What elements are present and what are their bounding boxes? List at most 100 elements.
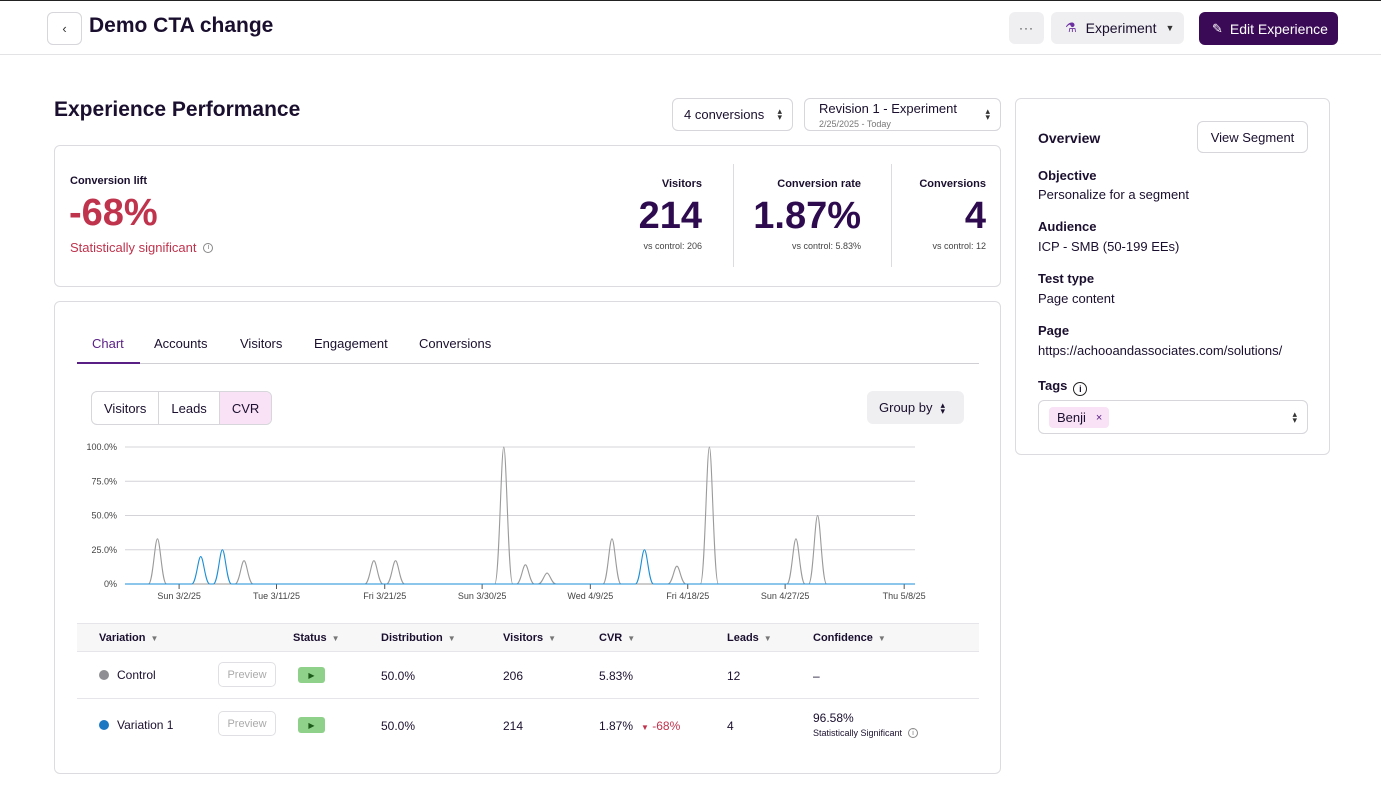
x-tick-label: Sun 3/30/25 [458,591,507,601]
variation-series-line [125,549,915,585]
confidence-value: – [813,669,820,683]
preview-button[interactable]: Preview [218,662,276,687]
conversions-select[interactable]: 4 conversions ▴ ▾ [672,98,793,131]
x-tick-label: Fri 4/18/25 [666,591,709,601]
cvr-chart: 100.0% 75.0% 50.0% 25.0% 0% Sun 3/2/25 Tue 3/… [86,442,926,601]
preview-button[interactable]: Preview [218,711,276,736]
visitors-label: Visitors [661,178,702,190]
x-tick-label: Fri 3/21/25 [363,591,406,601]
y-tick-label: 25.0% [91,545,117,555]
view-segment-button[interactable]: View Segment [1197,121,1308,153]
column-label: Visitors [503,632,544,644]
more-options-button[interactable]: ··· [1009,12,1044,44]
conversion-rate-sub: vs control: 5.83% [791,241,861,251]
confidence-note: Statistically Significant i [813,728,919,738]
conversion-lift-label: Conversion lift [70,175,148,187]
tab-engagement[interactable]: Engagement [314,336,388,351]
pencil-icon: ✎ [1212,20,1223,36]
distribution-value: 50.0% [381,669,416,683]
x-tick-label: Sun 3/2/25 [157,591,201,601]
visitors-value: 214 [638,195,702,237]
toggle-visitors[interactable]: Visitors [92,392,160,424]
tab-accounts[interactable]: Accounts [154,336,208,351]
mode-label: Experiment [1085,20,1157,36]
conversion-rate-metric: Conversion rate 1.87% vs control: 5.83% [753,164,861,251]
conversion-lift-value: -68% [69,192,158,234]
column-status[interactable]: Status ▼ [293,632,340,644]
up-down-icon: ▴ ▾ [777,106,782,122]
revision-select[interactable]: Revision 1 - Experiment 2/25/2025 - Toda… [804,98,1001,131]
conversions-label: Conversions [919,178,986,190]
tags-select[interactable]: Benji × ▴ ▾ [1038,400,1308,434]
chevron-down-icon: ▼ [1165,23,1175,33]
cvr-value: 1.87% [599,719,634,733]
chevron-left-icon: ‹ [62,21,67,36]
y-tick-label: 0% [104,579,117,589]
page-label: Page [1038,323,1070,338]
tab-conversions[interactable]: Conversions [419,336,492,351]
edit-experience-button[interactable]: ✎ Edit Experience [1199,12,1338,45]
caret-down-icon: ▼ [641,723,649,732]
toggle-cvr[interactable]: CVR [219,392,272,424]
close-icon[interactable]: × [1095,411,1103,424]
play-status-icon[interactable]: ▶ [298,667,325,683]
visitors-value: 214 [503,719,524,733]
chart-card: Chart Accounts Visitors Engagement Conve… [54,301,1001,774]
column-label: Leads [727,632,759,644]
confidence-value: 96.58% [813,711,854,725]
toggle-leads[interactable]: Leads [159,392,220,424]
column-label: CVR [599,632,623,644]
column-label: Confidence [813,632,873,644]
info-icon[interactable]: i [908,728,919,738]
section-title: Experience Performance [54,98,301,121]
top-bar: ‹ Demo CTA change ··· ⚗ Experiment ▼ ✎ E… [0,0,1381,55]
confidence-note-text: Statistically Significant [813,728,903,738]
tab-chart[interactable]: Chart [92,336,124,351]
column-label: Variation [99,632,146,644]
column-leads[interactable]: Leads ▼ [727,632,772,644]
column-label: Distribution [381,632,443,644]
active-tab-indicator [77,362,140,364]
chevron-down-icon: ▼ [150,634,159,643]
x-tick-label: Wed 4/9/25 [567,591,613,601]
significance-text: Statistically significant [70,240,197,255]
flask-icon: ⚗ [1065,20,1077,35]
chevron-down-icon: ▼ [877,634,886,643]
column-variation[interactable]: Variation ▼ [99,632,158,644]
conversions-metric: Conversions 4 vs control: 12 [919,164,986,251]
chevron-down-icon: ▼ [763,634,772,643]
conversions-sub: vs control: 12 [932,241,986,251]
column-cvr[interactable]: CVR ▼ [599,632,635,644]
table-row[interactable]: Control Preview ▶ 50.0% 206 5.83% 12 – [77,652,979,699]
up-down-icon: ▴ ▾ [985,106,990,122]
overview-panel: Overview View Segment Objective Personal… [1015,98,1330,455]
page-title: Demo CTA change [89,14,274,37]
y-tick-label: 75.0% [91,476,117,486]
cvr-delta-value: -68% [652,719,681,733]
edit-experience-label: Edit Experience [1229,20,1328,37]
column-confidence[interactable]: Confidence ▼ [813,632,886,644]
column-distribution[interactable]: Distribution ▼ [381,632,456,644]
variation-color-dot [99,720,109,730]
table-row[interactable]: Variation 1 Preview ▶ 50.0% 214 1.87% ▼ … [77,699,979,752]
column-visitors[interactable]: Visitors ▼ [503,632,556,644]
mode-dropdown[interactable]: ⚗ Experiment ▼ [1051,12,1184,44]
tab-visitors[interactable]: Visitors [240,336,283,351]
chevron-down-icon: ▼ [447,634,456,643]
up-down-icon: ▴ ▾ [1292,409,1297,425]
x-tick-label: Thu 5/8/25 [883,591,926,601]
variation-color-dot [99,670,109,680]
group-by-label: Group by [879,400,933,415]
group-by-select[interactable]: Group by ▴ ▾ [867,391,964,424]
tag-chip: Benji × [1049,407,1110,428]
info-icon[interactable]: i [1073,382,1088,396]
chevron-down-icon: ▼ [627,634,636,643]
page-url[interactable]: https://achooandassociates.com/solutions… [1038,343,1283,358]
revision-dates: 2/25/2025 - Today [819,119,891,129]
info-icon[interactable]: i [203,242,214,253]
back-button[interactable]: ‹ [47,12,82,45]
metrics-card: Conversion lift -68% Statistically signi… [54,145,1001,287]
play-status-icon[interactable]: ▶ [298,717,325,733]
overview-title: Overview [1038,130,1101,146]
conversions-select-label: 4 conversions [684,107,765,122]
